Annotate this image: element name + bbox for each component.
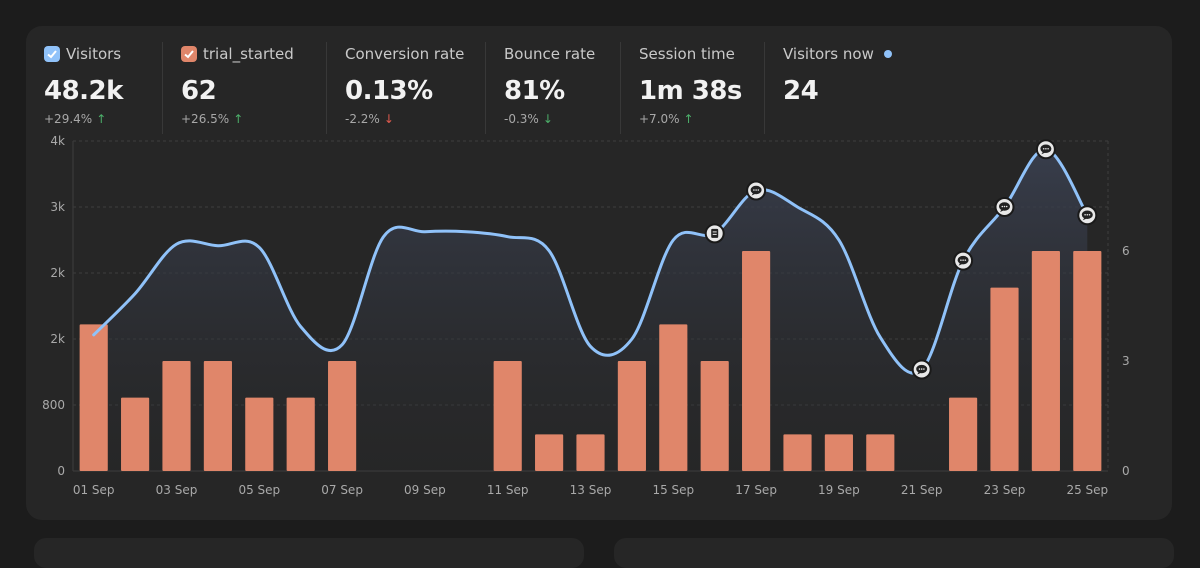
visitors-area — [93, 149, 1088, 471]
x-tick-label: 23 Sep — [984, 483, 1026, 497]
x-tick-label: 21 Sep — [901, 483, 943, 497]
y2-tick-label: 3 — [1122, 354, 1130, 368]
bar-trial-started — [700, 361, 729, 471]
x-tick-label: 07 Sep — [321, 483, 363, 497]
y-tick-label: 3k — [50, 200, 65, 214]
stat-change: +7.0% — [639, 112, 680, 126]
visitors-line — [92, 147, 1089, 375]
bar-trial-started — [866, 434, 895, 471]
bar-trial-started — [493, 361, 522, 471]
stat-value: 62 — [181, 76, 217, 106]
comment-icon — [994, 197, 1015, 217]
bar-trial-started — [783, 434, 812, 471]
stat-label: Conversion rate — [345, 45, 465, 63]
bar-trial-started — [824, 434, 853, 471]
stat-value: 81% — [504, 76, 565, 106]
bar-trial-started — [162, 361, 191, 471]
bar-trial-started — [617, 361, 646, 471]
stat-value: 0.13% — [345, 76, 433, 106]
stat-visitors-now[interactable]: Visitors now 24 — [765, 42, 911, 134]
stat-label: trial_started — [203, 45, 294, 63]
bar-trial-started — [659, 324, 688, 471]
checkbox-visitors[interactable] — [44, 46, 60, 62]
stat-label: Bounce rate — [504, 45, 596, 63]
stat-value: 48.2k — [44, 76, 123, 106]
stat-conversion-rate[interactable]: Conversion rate 0.13% -2.2% ↓ — [327, 42, 486, 134]
stat-label: Visitors now — [783, 45, 874, 63]
bar-trial-started — [203, 361, 232, 471]
checkbox-trial-started[interactable] — [181, 46, 197, 62]
y2-tick-label: 0 — [1122, 464, 1130, 478]
x-tick-label: 15 Sep — [652, 483, 694, 497]
y-tick-label: 0 — [57, 464, 65, 478]
arrow-up-icon: ↑ — [233, 112, 244, 126]
bar-trial-started — [1031, 251, 1060, 471]
comment-icon — [746, 180, 767, 201]
arrow-down-icon: ↓ — [542, 112, 553, 126]
bar-trial-started — [576, 434, 605, 471]
x-tick-label: 11 Sep — [487, 483, 529, 497]
y2-tick-label: 6 — [1122, 244, 1130, 258]
arrow-down-icon: ↓ — [383, 112, 394, 126]
note-icon — [704, 223, 725, 244]
bar-trial-started — [121, 397, 150, 471]
y-tick-label: 2k — [50, 332, 65, 346]
bar-trial-started — [535, 434, 564, 471]
comment-icon — [911, 359, 932, 380]
bar-trial-started — [1073, 251, 1102, 471]
stat-value: 24 — [783, 76, 819, 106]
comment-icon — [953, 250, 974, 271]
arrow-up-icon: ↑ — [96, 112, 107, 126]
stat-label: Session time — [639, 45, 735, 63]
bar-trial-started — [990, 287, 1019, 471]
bar-trial-started — [245, 397, 274, 471]
x-tick-label: 13 Sep — [570, 483, 612, 497]
bar-trial-started — [328, 361, 357, 471]
x-tick-label: 05 Sep — [238, 483, 280, 497]
live-dot-icon — [883, 50, 892, 58]
visitors-chart: 0 800 2k 2k 3k 4k 0 3 6 01 Sep 03 Sep 05 Sep 07 Sep 0… — [42, 134, 1130, 497]
stat-change: +29.4% — [44, 112, 93, 126]
stat-label: Visitors — [66, 45, 122, 63]
stat-trial-started[interactable]: trial_started 62 +26.5% ↑ — [163, 42, 327, 134]
x-tick-label: 01 Sep — [73, 483, 115, 497]
comment-icon — [1077, 205, 1098, 226]
comment-icon — [1035, 139, 1056, 160]
bar-trial-started — [742, 251, 771, 471]
stat-bounce-rate[interactable]: Bounce rate 81% -0.3% ↓ — [486, 42, 621, 134]
x-tick-label: 09 Sep — [404, 483, 446, 497]
y-tick-label: 2k — [50, 266, 65, 280]
bar-trial-started — [949, 397, 978, 471]
stat-value: 1m 38s — [639, 76, 742, 106]
y-tick-label: 4k — [50, 134, 65, 148]
x-tick-label: 19 Sep — [818, 483, 860, 497]
stat-change: +26.5% — [181, 112, 230, 126]
y-tick-label: 800 — [42, 398, 65, 412]
x-tick-label: 03 Sep — [156, 483, 198, 497]
bar-trial-started — [286, 397, 315, 471]
stat-visitors[interactable]: Visitors 48.2k +29.4% ↑ — [26, 42, 163, 134]
bar-trial-started — [79, 324, 108, 471]
x-tick-label: 25 Sep — [1066, 483, 1108, 497]
stat-session-time[interactable]: Session time 1m 38s +7.0% ↑ — [621, 42, 765, 134]
arrow-up-icon: ↑ — [683, 112, 694, 126]
stats-row: Visitors 48.2k +29.4% ↑ trial_started 62… — [26, 42, 911, 134]
x-tick-label: 17 Sep — [735, 483, 777, 497]
stat-change: -0.3% — [504, 112, 539, 126]
stat-change: -2.2% — [345, 112, 380, 126]
